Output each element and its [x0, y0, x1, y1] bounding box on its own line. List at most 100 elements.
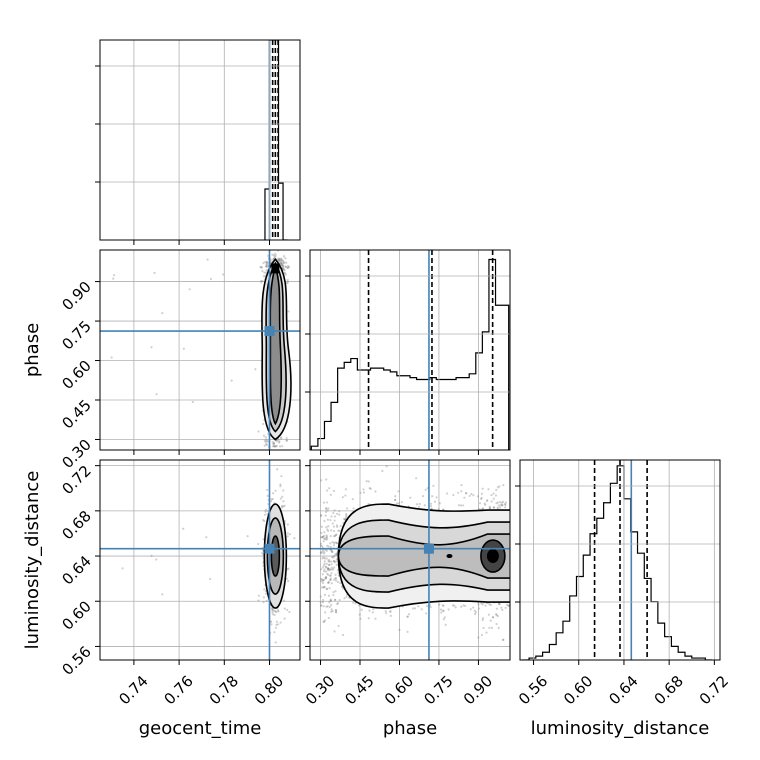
sample-point — [472, 606, 475, 609]
sample-point — [265, 265, 268, 268]
sample-point — [327, 567, 330, 570]
sample-point — [507, 604, 510, 607]
sample-point — [501, 500, 505, 503]
sample-point — [513, 624, 515, 626]
sample-point — [112, 277, 115, 280]
panel-frame — [519, 459, 721, 661]
sample-point — [433, 500, 437, 503]
sample-point — [367, 617, 370, 620]
sample-point — [345, 514, 348, 517]
sample-point — [343, 597, 346, 600]
sample-point — [271, 608, 274, 611]
sample-point — [460, 490, 463, 493]
x-tick-label: 0.60 — [560, 672, 596, 708]
scatter-panel-geocent_time-luminosity_distance — [100, 460, 300, 660]
sample-point — [481, 603, 484, 606]
sample-point — [283, 504, 286, 507]
sample-point — [320, 580, 323, 583]
sample-point — [453, 604, 456, 607]
sample-point — [321, 579, 325, 582]
sample-point — [293, 537, 296, 540]
sample-point — [320, 531, 323, 535]
sample-point — [269, 620, 273, 623]
sample-point — [478, 507, 481, 511]
sample-point — [345, 507, 349, 510]
sample-point — [323, 537, 326, 540]
sample-point — [502, 638, 505, 641]
sample-point — [286, 568, 289, 571]
sample-point — [492, 506, 495, 509]
sample-point — [284, 257, 287, 260]
sample-point — [438, 502, 441, 505]
sample-point — [285, 439, 289, 442]
sample-point — [439, 608, 443, 611]
sample-point — [262, 601, 265, 604]
sample-point — [329, 577, 332, 580]
sample-point — [406, 615, 409, 618]
sample-point — [319, 551, 322, 554]
sample-point — [397, 502, 400, 505]
sample-point — [488, 626, 491, 629]
sample-point — [495, 612, 498, 616]
sample-point — [325, 566, 328, 569]
sample-point — [324, 565, 328, 568]
sample-point — [280, 263, 283, 266]
sample-point — [287, 265, 291, 269]
sample-point — [341, 496, 344, 499]
sample-point — [280, 504, 284, 508]
sample-point — [266, 488, 269, 492]
xaxis-label-phase: phase — [383, 718, 437, 739]
sample-point — [334, 560, 338, 563]
sample-point — [320, 578, 323, 581]
sample-point — [320, 536, 323, 539]
sample-point — [325, 535, 328, 538]
sample-point — [329, 534, 332, 538]
sample-point — [338, 529, 341, 532]
sample-point — [323, 531, 326, 534]
sample-point — [462, 604, 465, 607]
sample-point — [281, 266, 284, 269]
sample-point — [325, 526, 328, 529]
sample-point — [323, 562, 326, 565]
sample-point — [497, 504, 501, 507]
sample-point — [480, 602, 483, 605]
sample-point — [339, 581, 342, 585]
sample-point — [271, 611, 274, 614]
sample-point — [517, 549, 519, 551]
sample-point — [271, 608, 275, 611]
sample-point — [500, 501, 504, 504]
sample-point — [411, 607, 415, 610]
sample-point — [327, 529, 330, 532]
sample-point — [367, 502, 370, 506]
sample-point — [209, 277, 213, 281]
sample-point — [288, 533, 291, 536]
sample-point — [271, 253, 274, 256]
sample-point — [284, 273, 288, 276]
sample-point — [425, 612, 428, 615]
sample-point — [336, 602, 339, 606]
panel-grid: 0.74 0.76 0.78 0.80 0.56 0.60 0.64 0.68 0.72 — [58, 460, 300, 708]
hist-step — [522, 465, 713, 660]
sample-point — [323, 537, 327, 541]
sample-point — [280, 436, 283, 439]
density-peak — [446, 554, 453, 559]
sample-point — [385, 612, 388, 615]
truth-marker — [264, 543, 275, 554]
sample-point — [257, 542, 260, 546]
sample-point — [418, 502, 421, 506]
sample-point — [265, 260, 268, 264]
sample-point — [513, 566, 515, 568]
sample-point — [325, 557, 328, 560]
sample-point — [272, 442, 275, 446]
sample-point — [275, 610, 278, 614]
sample-point — [260, 279, 263, 283]
sample-point — [274, 254, 277, 257]
sample-point — [482, 626, 485, 630]
sample-point — [263, 513, 267, 516]
sample-point — [503, 502, 507, 506]
sample-point — [273, 444, 276, 448]
sample-point — [470, 492, 473, 496]
sample-point — [326, 528, 329, 531]
sample-point — [445, 492, 449, 495]
sample-point — [277, 259, 280, 262]
